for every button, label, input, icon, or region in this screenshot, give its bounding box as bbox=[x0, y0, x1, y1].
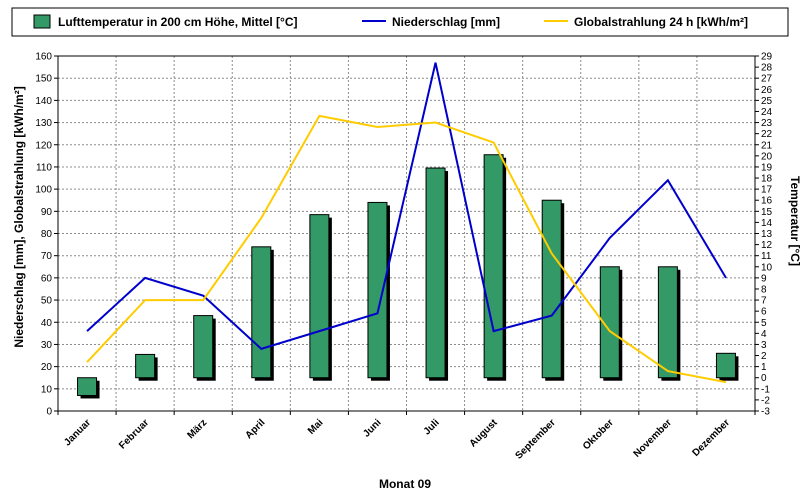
y-right-tick-label: 11 bbox=[761, 251, 772, 262]
y-left-tick-label: 160 bbox=[35, 52, 52, 63]
y-right-tick-label: 23 bbox=[761, 118, 773, 129]
y-right-tick-label: 10 bbox=[761, 262, 773, 273]
y-left-tick-label: 70 bbox=[41, 251, 53, 262]
y-left-tick-label: 120 bbox=[35, 140, 52, 151]
y-right-tick-label: 16 bbox=[761, 196, 773, 207]
y-left-tick-label: 50 bbox=[41, 296, 53, 307]
grid bbox=[58, 55, 755, 411]
y-right-tick-label: 28 bbox=[761, 63, 773, 74]
y-right-tick-label: 17 bbox=[761, 185, 773, 196]
bar bbox=[135, 353, 156, 379]
legend-box bbox=[11, 7, 789, 37]
y-right-tick-label: -2 bbox=[761, 395, 770, 406]
y-right-tick-label: 0 bbox=[761, 373, 767, 384]
y-left-tick-label: 30 bbox=[41, 340, 53, 351]
y-right-tick-label: 26 bbox=[761, 85, 773, 96]
y-left-tick-label: 10 bbox=[41, 384, 53, 395]
y-right-tick-label: 9 bbox=[761, 273, 767, 284]
y-right-tick-label: 14 bbox=[761, 218, 773, 229]
y-right-tick-label: 19 bbox=[761, 162, 773, 173]
y-right-tick-label: 5 bbox=[761, 318, 767, 329]
y-right-tick-label: -3 bbox=[761, 407, 770, 418]
bar bbox=[599, 266, 620, 379]
bar bbox=[77, 377, 98, 396]
y-right-tick-label: 27 bbox=[761, 74, 773, 85]
y-right-tick-label: 29 bbox=[761, 52, 773, 63]
legend-label: Globalstrahlung 24 h [kWh/m²] bbox=[574, 15, 748, 29]
y-right-tick-label: 7 bbox=[761, 296, 767, 307]
y-right-tick-label: 8 bbox=[761, 284, 767, 295]
legend-entry-globalstrahlung: Globalstrahlung 24 h [kWh/m²] bbox=[544, 15, 748, 29]
y-axis-right-title: Temperatur [°C] bbox=[788, 176, 800, 266]
y-right-tick-label: -1 bbox=[761, 384, 770, 395]
y-left-tick-label: 0 bbox=[46, 407, 52, 418]
y-axis-left-title: Niederschlag [mm], Globalstrahlung [kWh/… bbox=[12, 86, 26, 347]
y-right-tick-label: 22 bbox=[761, 129, 773, 140]
legend-label: Niederschlag [mm] bbox=[392, 15, 500, 29]
y-right-tick-label: 20 bbox=[761, 151, 773, 162]
bar bbox=[251, 246, 272, 379]
y-left-tick-label: 100 bbox=[35, 185, 52, 196]
y-left-tick-label: 60 bbox=[41, 273, 53, 284]
legend-entry-temperatur: Lufttemperatur in 200 cm Höhe, Mittel [°… bbox=[33, 14, 298, 29]
x-axis-title: Monat 09 bbox=[379, 477, 431, 491]
bar bbox=[541, 199, 562, 379]
niederschlag-line bbox=[86, 62, 727, 350]
y-right-tick-label: 2 bbox=[761, 351, 767, 362]
y-right-tick-label: 21 bbox=[761, 140, 773, 151]
legend: Lufttemperatur in 200 cm Höhe, Mittel [°… bbox=[33, 14, 748, 29]
y-right-tick-label: 4 bbox=[761, 329, 767, 340]
y-left-tick-label: 140 bbox=[35, 96, 52, 107]
y-right-tick-label: 3 bbox=[761, 340, 767, 351]
legend-label: Lufttemperatur in 200 cm Höhe, Mittel [°… bbox=[58, 15, 298, 29]
bar bbox=[657, 266, 678, 379]
bar bbox=[367, 201, 388, 379]
y-left-tick-label: 40 bbox=[41, 318, 53, 329]
y-left-tick-label: 150 bbox=[35, 74, 52, 85]
y-left-tick-label: 90 bbox=[41, 207, 53, 218]
bar bbox=[425, 167, 446, 379]
y-right-tick-label: 12 bbox=[761, 240, 773, 251]
y-left-tick-label: 20 bbox=[41, 362, 53, 373]
y-right-tick-label: 24 bbox=[761, 107, 773, 118]
y-right-tick-label: 15 bbox=[761, 207, 773, 218]
y-right-tick-label: 6 bbox=[761, 307, 767, 318]
y-right-tick-label: 18 bbox=[761, 174, 773, 185]
y-right-tick-label: 13 bbox=[761, 229, 773, 240]
legend-entry-niederschlag: Niederschlag [mm] bbox=[362, 15, 500, 29]
bar bbox=[193, 315, 214, 379]
line-series bbox=[86, 62, 727, 384]
bar-series bbox=[77, 154, 739, 399]
y-right-tick-label: 25 bbox=[761, 96, 773, 107]
globalstrahlung-line bbox=[86, 114, 727, 384]
plot-frame bbox=[57, 55, 756, 412]
y-left-tick-label: 130 bbox=[35, 118, 52, 129]
legend-swatch bbox=[33, 14, 51, 29]
y-left-tick-label: 110 bbox=[36, 162, 52, 173]
bar bbox=[483, 154, 504, 379]
bar bbox=[309, 214, 330, 379]
y-left-tick-label: 80 bbox=[41, 229, 53, 240]
y-right-tick-label: 1 bbox=[761, 362, 767, 373]
bar bbox=[715, 352, 736, 379]
